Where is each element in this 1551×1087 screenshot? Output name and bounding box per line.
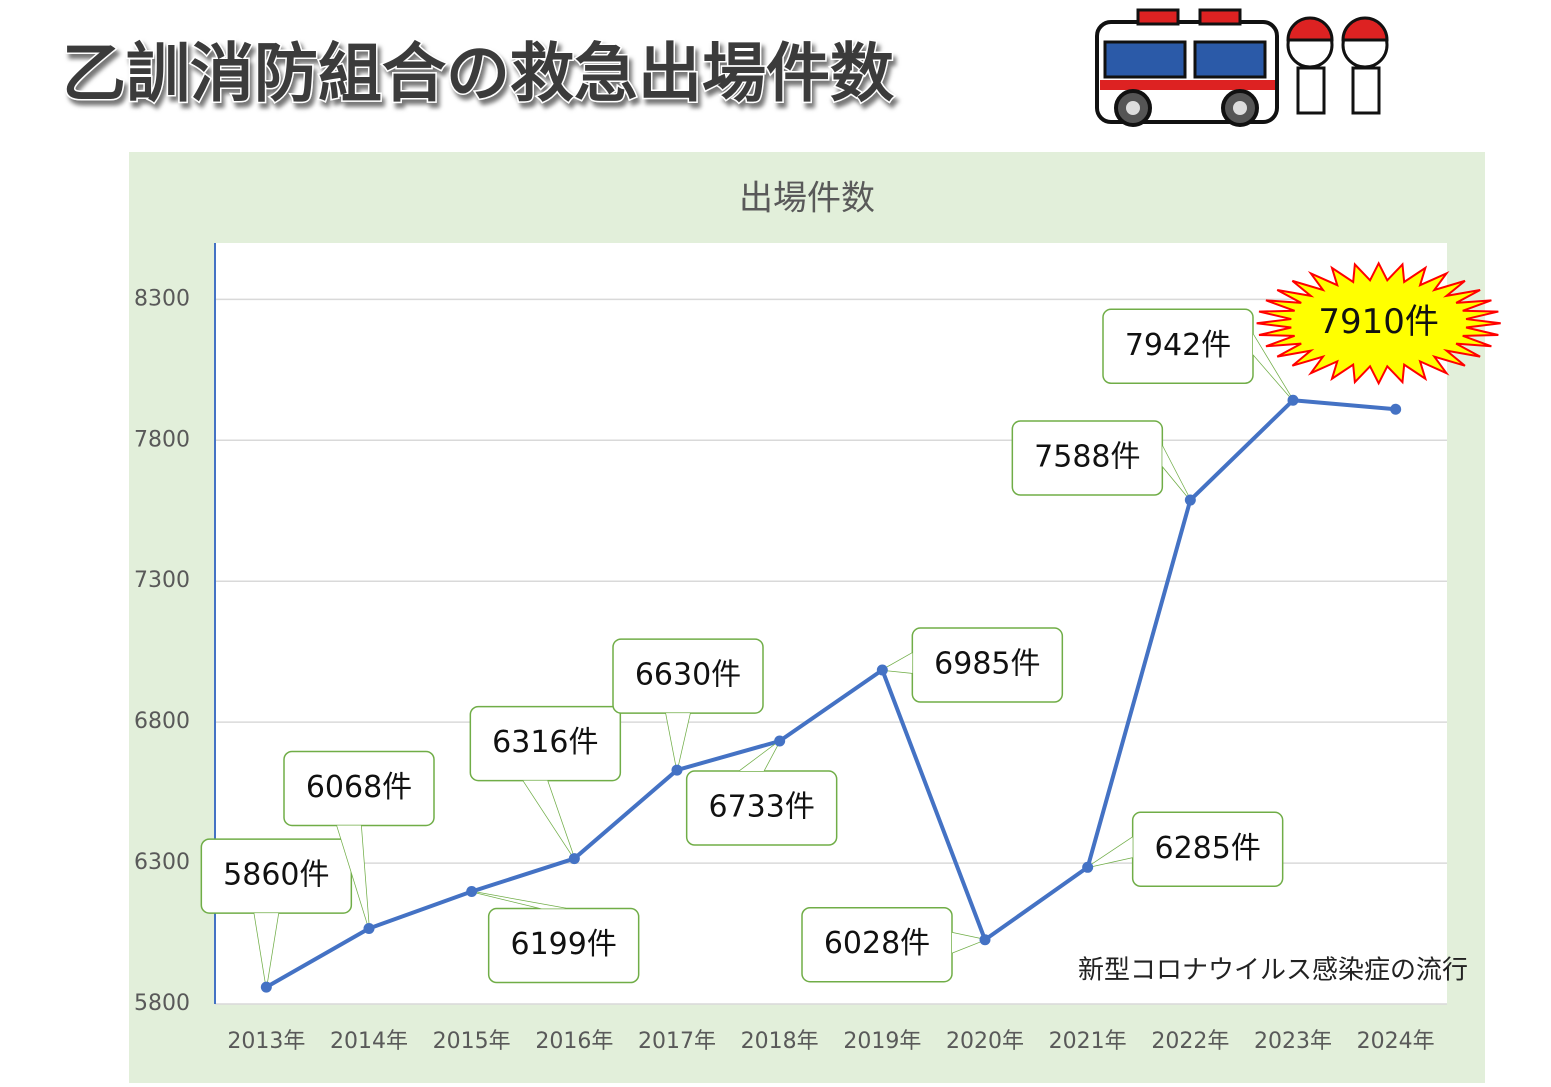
- data-label: 7942件: [1125, 328, 1231, 363]
- data-label: 6028件: [824, 926, 930, 961]
- callout-pointer-fill: [882, 653, 913, 674]
- callout-pointer-fill: [739, 741, 780, 772]
- data-label: 6068件: [306, 770, 412, 805]
- callout: 6630件: [612, 638, 764, 771]
- data-label: 6985件: [934, 647, 1040, 682]
- data-point: [1082, 861, 1094, 873]
- data-point: [1287, 394, 1299, 406]
- data-label: 7910件: [1318, 302, 1439, 342]
- data-label: 6733件: [708, 790, 814, 825]
- annotation: 新型コロナウイルス感染症の流行: [1078, 956, 1468, 986]
- x-tick-label: 2016年: [535, 1029, 613, 1054]
- data-point: [363, 922, 375, 934]
- data-point: [774, 735, 786, 747]
- data-point: [1184, 494, 1196, 506]
- callout: 6316件: [469, 705, 622, 859]
- data-point: [260, 981, 272, 993]
- y-tick-label: 5800: [134, 991, 190, 1016]
- callout: 6199件: [471, 890, 640, 984]
- x-tick-label: 2023年: [1254, 1029, 1332, 1054]
- y-tick-label: 8300: [134, 286, 190, 311]
- data-point: [1390, 403, 1402, 415]
- callout-pointer-fill: [952, 932, 985, 953]
- x-tick-label: 2015年: [433, 1029, 511, 1054]
- data-point: [568, 853, 580, 865]
- callout-pointer-fill: [254, 913, 279, 988]
- callout-pointer-fill: [1253, 334, 1293, 401]
- data-label: 6630件: [635, 658, 741, 693]
- data-label: 6316件: [492, 725, 598, 760]
- y-tick-label: 6300: [134, 850, 190, 875]
- callout: 5860件: [200, 838, 353, 988]
- ambulance-illustration: [1095, 8, 1389, 127]
- x-tick-label: 2017年: [638, 1029, 716, 1054]
- data-point: [876, 664, 888, 676]
- data-point: [979, 934, 991, 946]
- page-title: 乙訓消防組合の救急出場件数: [62, 38, 894, 112]
- x-tick-label: 2019年: [843, 1029, 921, 1054]
- callout: 7910件: [1256, 261, 1501, 386]
- data-point: [466, 886, 478, 898]
- callout: 7588件: [1011, 420, 1191, 501]
- callout-pointer-fill: [1162, 446, 1191, 501]
- starburst: [1256, 261, 1501, 386]
- x-tick-label: 2020年: [946, 1029, 1024, 1054]
- x-tick-label: 2014年: [330, 1029, 408, 1054]
- callout-pointer-fill: [471, 891, 566, 909]
- data-label: 7588件: [1034, 440, 1140, 475]
- callout: 7942件: [1102, 308, 1294, 401]
- x-tick-label: 2021年: [1049, 1029, 1127, 1054]
- data-point: [671, 764, 683, 776]
- callout: 6733件: [685, 740, 838, 846]
- callout: 6985件: [879, 627, 1064, 703]
- y-tick-label: 6800: [134, 709, 190, 734]
- callout: 6285件: [1087, 811, 1284, 888]
- callout-pointer-fill: [523, 780, 575, 859]
- x-tick-label: 2018年: [741, 1029, 819, 1054]
- callout-pointer-fill: [1087, 837, 1133, 868]
- callout-pointer-fill: [337, 825, 369, 929]
- data-label: 5860件: [223, 858, 329, 893]
- data-line: [265, 398, 1396, 989]
- x-tick-label: 2022年: [1151, 1029, 1229, 1054]
- callout-pointer-fill: [666, 713, 690, 771]
- data-label: 6285件: [1154, 831, 1260, 866]
- x-tick-label: 2013年: [227, 1029, 305, 1054]
- data-label: 6199件: [510, 927, 616, 962]
- callout: 6068件: [283, 750, 435, 929]
- callout: 6028件: [801, 906, 988, 983]
- chart-title: 出場件数: [739, 179, 875, 219]
- x-tick-label: 2024年: [1357, 1029, 1435, 1054]
- y-tick-label: 7800: [134, 427, 190, 452]
- y-tick-label: 7300: [134, 568, 190, 593]
- callout-box: [1011, 420, 1164, 496]
